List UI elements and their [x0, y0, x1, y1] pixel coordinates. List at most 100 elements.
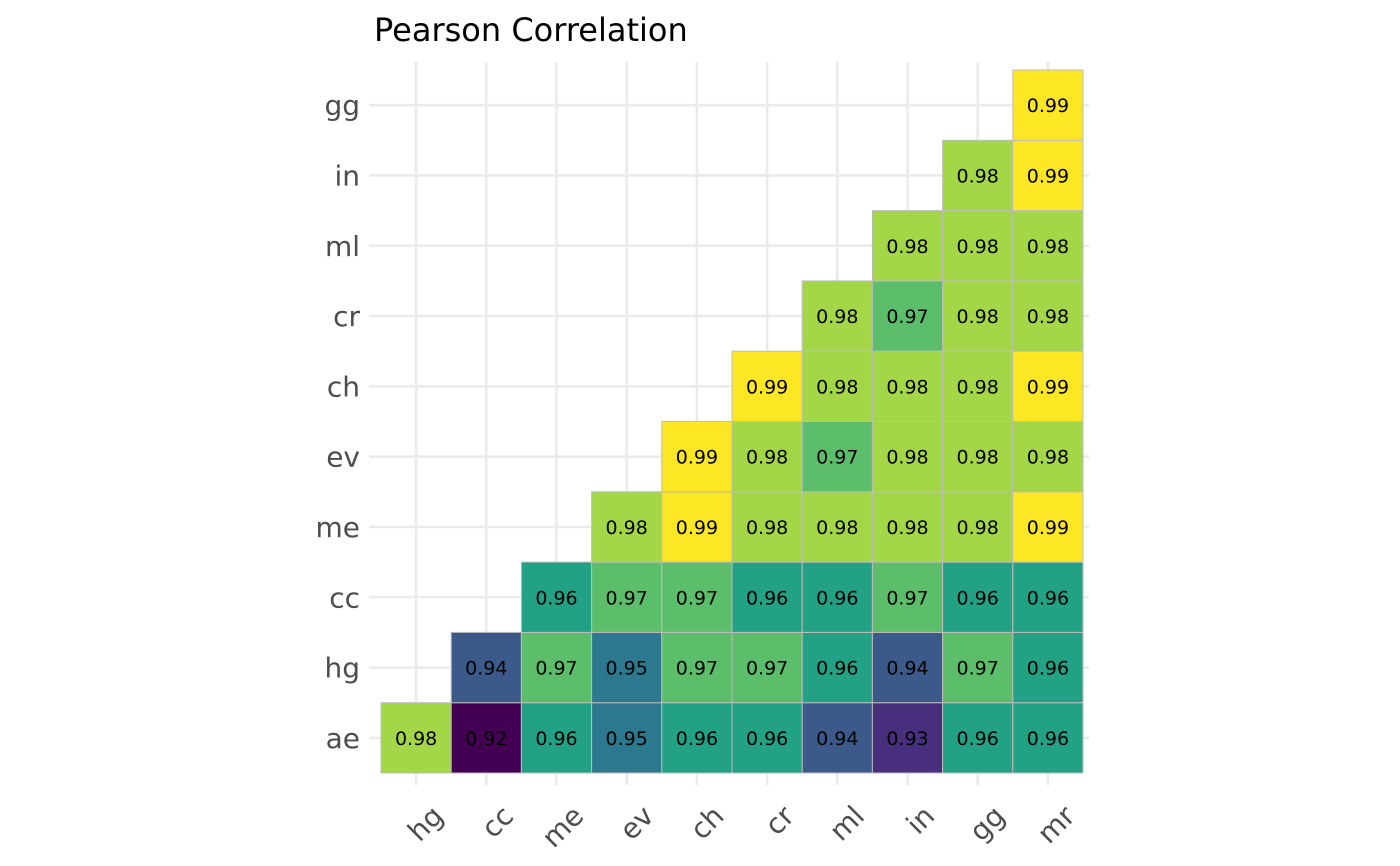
cell-label-ch-cc: 0.97	[676, 587, 718, 609]
cell-label-hg-ae: 0.98	[395, 728, 437, 750]
y-tick-label-in: in	[334, 159, 360, 192]
cell-label-ml-ch: 0.98	[816, 376, 858, 398]
heatmap-cell-ch-hg	[661, 631, 733, 704]
x-tick-label-ml: ml	[823, 799, 871, 847]
heatmap-cell-cc-hg	[450, 631, 522, 704]
heatmap-cell-cr-ae	[731, 702, 803, 774]
cell-label-ch-hg: 0.97	[676, 658, 718, 680]
heatmap-cell-gg-me	[942, 491, 1014, 563]
cell-label-in-ev: 0.98	[886, 447, 928, 469]
cell-label-cc-ae: 0.92	[465, 728, 507, 750]
cell-label-gg-ae: 0.96	[957, 728, 999, 750]
cell-label-me-ae: 0.96	[535, 728, 577, 750]
heatmap-cell-ev-hg	[591, 631, 663, 704]
heatmap-cell-ml-ch	[801, 350, 873, 423]
heatmap-cell-me-ae	[520, 702, 593, 774]
heatmap-cell-mr-ch	[1012, 350, 1084, 423]
heatmap-cell-in-ev	[871, 421, 944, 493]
cell-label-cr-ch: 0.99	[746, 376, 788, 398]
cell-label-in-hg: 0.94	[886, 658, 928, 680]
cell-label-mr-gg: 0.99	[1027, 95, 1069, 117]
cell-label-in-ae: 0.93	[886, 728, 928, 750]
heatmap-cell-me-cc	[520, 561, 593, 633]
heatmap-cells	[380, 69, 1084, 774]
heatmap-cell-in-cc	[871, 561, 944, 633]
chart-title: Pearson Correlation	[374, 11, 688, 49]
cell-label-ml-cc: 0.96	[816, 587, 858, 609]
heatmap-cell-gg-cc	[942, 561, 1014, 633]
heatmap-cell-ml-ev	[801, 421, 873, 493]
heatmap-cell-ev-cc	[591, 561, 663, 633]
cell-label-cc-hg: 0.94	[465, 658, 507, 680]
y-tick-label-ae: ae	[326, 722, 360, 755]
heatmap-cell-mr-me	[1012, 491, 1084, 563]
cell-label-cr-cc: 0.96	[746, 587, 788, 609]
heatmap-cell-mr-hg	[1012, 631, 1084, 704]
cell-label-ch-me: 0.99	[676, 517, 718, 539]
y-axis: ae hg cc me ev ch cr ml in gg	[315, 89, 360, 755]
heatmap-cell-in-cr	[871, 280, 944, 352]
x-tick-label-ch: ch	[684, 799, 731, 846]
cell-label-in-me: 0.98	[886, 517, 928, 539]
cell-label-cr-me: 0.98	[746, 517, 788, 539]
heatmap-cell-gg-hg	[942, 631, 1014, 704]
cell-label-gg-cr: 0.98	[957, 306, 999, 328]
y-tick-label-ml: ml	[325, 230, 360, 263]
heatmap-cell-ml-hg	[801, 631, 873, 704]
heatmap-cell-in-ml	[871, 210, 944, 282]
heatmap-cell-mr-in	[1012, 139, 1084, 212]
y-tick-label-ch: ch	[327, 370, 360, 403]
x-tick-label-cc: cc	[475, 799, 520, 844]
cell-label-ml-ev: 0.97	[816, 447, 858, 469]
cell-label-ml-hg: 0.96	[816, 658, 858, 680]
cell-label-mr-ae: 0.96	[1027, 728, 1069, 750]
y-tick-label-me: me	[315, 511, 360, 544]
cell-label-gg-ev: 0.98	[957, 447, 999, 469]
y-tick-label-cc: cc	[329, 581, 360, 614]
x-tick-label-cr: cr	[758, 799, 801, 842]
heatmap-cell-gg-in	[942, 139, 1014, 212]
cell-label-ml-ae: 0.94	[816, 728, 858, 750]
cell-label-gg-ch: 0.98	[957, 376, 999, 398]
cell-label-gg-hg: 0.97	[957, 658, 999, 680]
cell-label-mr-cc: 0.96	[1027, 587, 1069, 609]
cell-label-mr-ev: 0.98	[1027, 447, 1069, 469]
cell-label-ev-ae: 0.95	[606, 728, 648, 750]
heatmap-cell-mr-ml	[1012, 210, 1084, 282]
cell-labels: 0.98 0.92 0.96 0.95 0.96 0.96 0.94 0.93 0.96 0.96…	[395, 95, 1069, 750]
cell-label-mr-cr: 0.98	[1027, 306, 1069, 328]
cell-label-ch-ae: 0.96	[676, 728, 718, 750]
cell-label-mr-ch: 0.99	[1027, 376, 1069, 398]
heatmap-cell-gg-ae	[942, 702, 1014, 774]
x-tick-label-mr: mr	[1031, 799, 1082, 850]
cell-label-ml-cr: 0.98	[816, 306, 858, 328]
cell-label-in-ml: 0.98	[886, 236, 928, 258]
cell-label-mr-in: 0.99	[1027, 165, 1069, 187]
cell-label-ml-me: 0.98	[816, 517, 858, 539]
heatmap-cell-cr-ch	[731, 350, 803, 423]
cell-label-gg-me: 0.98	[957, 517, 999, 539]
x-tick-label-hg: hg	[401, 799, 449, 847]
y-tick-label-ev: ev	[326, 441, 360, 474]
cell-label-ev-cc: 0.97	[606, 587, 648, 609]
cell-label-cr-ev: 0.98	[746, 447, 788, 469]
cell-label-ev-me: 0.98	[606, 517, 648, 539]
heatmap-cell-mr-ae	[1012, 702, 1084, 774]
heatmap-cell-ml-me	[801, 491, 873, 563]
heatmap-cell-gg-ev	[942, 421, 1014, 493]
x-tick-label-ev: ev	[613, 799, 660, 846]
heatmap-cell-ev-me	[591, 491, 663, 563]
heatmap-cell-mr-cr	[1012, 280, 1084, 352]
cell-label-ch-ev: 0.99	[676, 447, 718, 469]
heatmap-cell-gg-ch	[942, 350, 1014, 423]
heatmap-cell-in-me	[871, 491, 944, 563]
cell-label-in-cr: 0.97	[886, 306, 928, 328]
heatmap-cell-me-hg	[520, 631, 593, 704]
cell-label-gg-cc: 0.96	[957, 587, 999, 609]
heatmap-cell-in-ch	[871, 350, 944, 423]
cell-label-cr-ae: 0.96	[746, 728, 788, 750]
cell-label-mr-ml: 0.98	[1027, 236, 1069, 258]
y-tick-label-gg: gg	[324, 89, 360, 122]
x-tick-label-gg: gg	[963, 799, 1011, 847]
